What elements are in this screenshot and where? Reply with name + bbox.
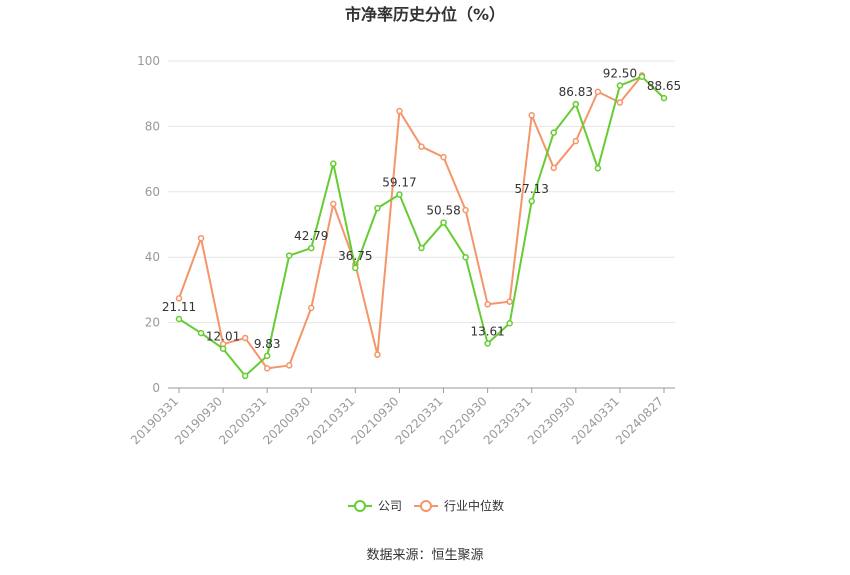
data-point [374, 204, 381, 212]
data-point [308, 304, 315, 312]
data-point [175, 295, 183, 302]
data-point [572, 137, 580, 145]
data-point [572, 100, 580, 108]
data-point [550, 164, 558, 172]
data-point [616, 82, 624, 89]
legend-item-industry[interactable]: 行业中位数 [414, 498, 504, 513]
series-line-1 [178, 74, 643, 370]
data-point [263, 365, 271, 372]
data-point [219, 345, 227, 352]
data-point [594, 165, 602, 172]
data-label: 9.83 [254, 337, 281, 351]
data-point [308, 244, 315, 252]
data-point [594, 88, 602, 95]
data-point [197, 329, 205, 337]
data-point [241, 372, 249, 380]
data-label: 88.65 [647, 79, 681, 93]
data-point [550, 129, 558, 136]
data-label: 12.01 [206, 330, 240, 344]
data-point [330, 160, 337, 167]
data-point [175, 315, 183, 323]
data-label: 57.13 [515, 182, 549, 196]
data-point [440, 153, 447, 161]
legend-label-company: 公司 [378, 499, 402, 513]
data-labels: 21.11 12.01 9.83 42.79 36.75 59.17 50.58 13.61 5… [162, 67, 681, 351]
data-label: 86.83 [559, 85, 593, 99]
legend-marker-company [354, 500, 366, 512]
data-point [418, 244, 425, 252]
y-tick-label: 40 [145, 250, 160, 264]
data-point [396, 107, 403, 115]
data-label: 92.50 [603, 67, 637, 81]
data-label: 36.75 [338, 249, 372, 263]
data-point [660, 94, 668, 102]
data-label: 59.17 [382, 176, 416, 190]
data-point [241, 334, 249, 342]
data-point [263, 352, 271, 360]
series-line-0 [178, 75, 665, 377]
legend-label-industry: 行业中位数 [444, 498, 504, 513]
data-label: 21.11 [162, 300, 196, 314]
data-source: 数据来源：恒生聚源 [366, 548, 483, 563]
data-point [506, 298, 513, 305]
y-tick-label: 20 [145, 316, 160, 330]
data-label: 50.58 [426, 204, 460, 218]
data-point [616, 99, 624, 106]
legend: 公司 行业中位数 [348, 498, 504, 513]
data-point [528, 197, 535, 205]
x-tick-label: 20240827 [613, 394, 666, 447]
legend-marker-industry [420, 500, 432, 512]
grid-lines [168, 60, 675, 324]
x-axis: 2019033120190930202003312020093020210331… [128, 387, 675, 447]
y-tick-label: 100 [137, 54, 160, 68]
data-point [484, 340, 491, 347]
data-point [197, 234, 205, 242]
legend-item-company[interactable]: 公司 [348, 499, 402, 513]
y-axis-ticks: 0 20 40 60 80 100 [137, 54, 160, 395]
data-point [462, 253, 469, 261]
data-label: 42.79 [294, 229, 328, 243]
y-tick-label: 0 [152, 381, 160, 395]
data-point [638, 73, 646, 80]
data-point [462, 206, 469, 214]
data-point [484, 301, 491, 308]
data-point [418, 143, 425, 150]
data-point [330, 200, 337, 208]
data-point [396, 191, 403, 198]
data-point [440, 219, 447, 226]
y-tick-label: 80 [145, 119, 160, 133]
data-point [352, 264, 359, 272]
data-label: 13.61 [470, 324, 504, 338]
data-point [374, 351, 381, 358]
data-point [285, 252, 293, 259]
data-point [528, 112, 535, 119]
chart-title: 市净率历史分位（%） [345, 5, 505, 24]
y-tick-label: 60 [145, 185, 160, 199]
series-layer [175, 72, 668, 380]
data-point [506, 320, 513, 327]
data-point [285, 362, 293, 369]
